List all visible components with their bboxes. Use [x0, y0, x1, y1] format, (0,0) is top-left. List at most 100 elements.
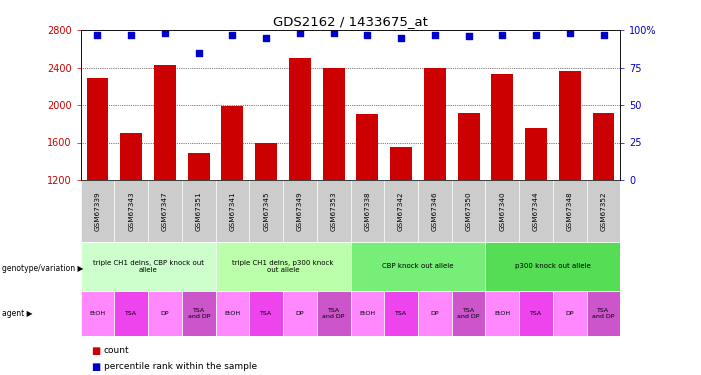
Bar	[356, 114, 379, 180]
Point	[531, 32, 542, 38]
Text: GSM67348: GSM67348	[567, 191, 573, 231]
Point	[294, 30, 306, 36]
Bar	[418, 291, 451, 336]
Bar	[121, 133, 142, 180]
Text: agent ▶: agent ▶	[2, 309, 33, 318]
Bar	[390, 147, 412, 180]
Bar	[250, 291, 283, 336]
Bar	[458, 112, 479, 180]
Text: EtOH: EtOH	[494, 310, 510, 316]
Text: GSM67351: GSM67351	[196, 191, 202, 231]
Text: p300 knock out allele: p300 knock out allele	[515, 263, 591, 269]
Bar	[525, 128, 547, 180]
Bar	[559, 71, 580, 180]
Bar	[216, 242, 350, 291]
Bar	[317, 291, 350, 336]
Bar	[587, 180, 620, 242]
Text: CBP knock out allele: CBP knock out allele	[382, 263, 454, 269]
Text: GSM67342: GSM67342	[398, 191, 404, 231]
Text: ■: ■	[91, 362, 100, 372]
Bar	[182, 180, 216, 242]
Bar	[148, 291, 182, 336]
Point	[261, 34, 272, 40]
Text: EtOH: EtOH	[224, 310, 240, 316]
Bar	[114, 180, 148, 242]
Text: GSM67344: GSM67344	[533, 191, 539, 231]
Bar	[216, 291, 250, 336]
Bar	[519, 180, 553, 242]
Text: GDS2162 / 1433675_at: GDS2162 / 1433675_at	[273, 15, 428, 28]
Text: GSM67349: GSM67349	[297, 191, 303, 231]
Point	[159, 30, 170, 36]
Bar	[553, 291, 587, 336]
Point	[598, 32, 609, 38]
Text: TSA: TSA	[125, 310, 137, 316]
Point	[429, 32, 440, 38]
Text: DP: DP	[566, 310, 574, 316]
Point	[362, 32, 373, 38]
Text: count: count	[104, 346, 130, 355]
Bar	[485, 291, 519, 336]
Text: GSM67343: GSM67343	[128, 191, 134, 231]
Text: triple CH1 delns, CBP knock out
allele: triple CH1 delns, CBP knock out allele	[93, 260, 203, 273]
Text: GSM67338: GSM67338	[365, 191, 370, 231]
Bar	[350, 291, 384, 336]
Bar	[485, 242, 620, 291]
Text: GSM67353: GSM67353	[331, 191, 336, 231]
Text: GSM67346: GSM67346	[432, 191, 438, 231]
Bar	[322, 68, 345, 180]
Bar	[592, 112, 615, 180]
Bar	[424, 68, 446, 180]
Point	[227, 32, 238, 38]
Text: DP: DP	[430, 310, 439, 316]
Text: TSA: TSA	[260, 310, 272, 316]
Point	[125, 32, 137, 38]
Bar	[250, 180, 283, 242]
Point	[497, 32, 508, 38]
Point	[193, 50, 204, 55]
Text: GSM67339: GSM67339	[95, 191, 100, 231]
Text: ■: ■	[91, 346, 100, 355]
Text: EtOH: EtOH	[360, 310, 376, 316]
Bar	[283, 291, 317, 336]
Bar	[317, 180, 350, 242]
Bar	[384, 291, 418, 336]
Text: TSA
and DP: TSA and DP	[592, 308, 615, 318]
Bar	[587, 291, 620, 336]
Text: TSA
and DP: TSA and DP	[457, 308, 479, 318]
Bar	[154, 64, 176, 180]
Text: TSA
and DP: TSA and DP	[322, 308, 345, 318]
Bar	[451, 291, 485, 336]
Point	[463, 33, 474, 39]
Text: genotype/variation ▶: genotype/variation ▶	[2, 264, 83, 273]
Bar	[384, 180, 418, 242]
Text: percentile rank within the sample: percentile rank within the sample	[104, 362, 257, 371]
Bar	[491, 74, 513, 180]
Text: GSM67340: GSM67340	[499, 191, 505, 231]
Bar	[148, 180, 182, 242]
Bar	[255, 144, 277, 180]
Point	[328, 30, 339, 36]
Bar	[182, 291, 216, 336]
Bar	[216, 180, 250, 242]
Text: TSA: TSA	[395, 310, 407, 316]
Bar	[222, 106, 243, 180]
Text: GSM67350: GSM67350	[465, 191, 472, 231]
Text: GSM67347: GSM67347	[162, 191, 168, 231]
Bar	[81, 180, 114, 242]
Bar	[114, 291, 148, 336]
Bar	[350, 242, 485, 291]
Bar	[283, 180, 317, 242]
Bar	[519, 291, 553, 336]
Bar	[289, 58, 311, 180]
Point	[564, 30, 576, 36]
Bar	[418, 180, 451, 242]
Text: GSM67341: GSM67341	[229, 191, 236, 231]
Text: EtOH: EtOH	[90, 310, 106, 316]
Bar	[81, 242, 216, 291]
Point	[92, 32, 103, 38]
Bar	[451, 180, 485, 242]
Text: GSM67345: GSM67345	[263, 191, 269, 231]
Bar	[485, 180, 519, 242]
Text: DP: DP	[296, 310, 304, 316]
